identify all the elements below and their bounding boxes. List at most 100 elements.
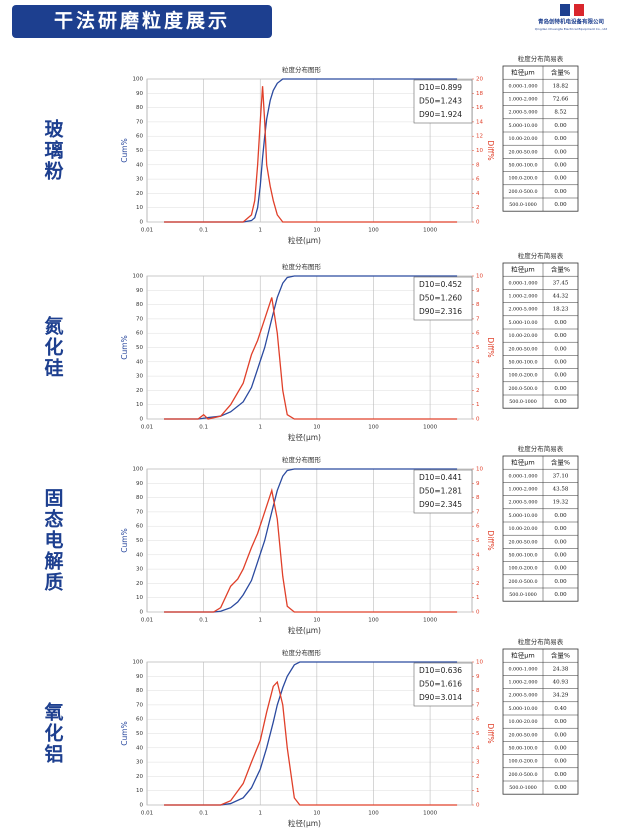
table-cell: 2.000-5.000	[508, 307, 537, 313]
material-label: 氮化硅	[42, 315, 64, 379]
table-cell: 2.000-5.000	[508, 110, 537, 116]
table-cell: 2.000-5.000	[508, 500, 537, 506]
table-cell: 19.32	[553, 500, 569, 506]
table-cell: 34.29	[553, 693, 569, 699]
table-cell: 0.00	[554, 136, 567, 142]
chart: 0102030405060708090100024681012141618200…	[120, 65, 495, 245]
y2-tick-label: 2	[476, 581, 480, 587]
logo-block	[560, 4, 570, 16]
table-cell: 10.00-20.00	[508, 136, 537, 142]
y2-tick-label: 7	[476, 316, 480, 322]
y-tick-label: 100	[133, 274, 144, 280]
table-cell: 18.82	[553, 83, 569, 89]
y2-tick-label: 10	[476, 274, 483, 280]
x-axis-label: 粒径(μm)	[288, 235, 321, 245]
d-value-box	[413, 276, 473, 321]
y-tick-label: 50	[136, 148, 143, 154]
y2-tick-label: 2	[476, 388, 480, 394]
material-label: 氧化铝	[42, 701, 64, 765]
y-tick-label: 90	[136, 674, 143, 680]
table-cell: 0.00	[554, 566, 567, 572]
table-border	[502, 455, 579, 602]
table-cell: 1.000-2.000	[508, 97, 537, 103]
table-header: 粒径μm	[511, 68, 534, 77]
table-cell: 0.40	[554, 706, 567, 712]
table-header: 粒径μm	[511, 651, 534, 660]
y2-tick-label: 9	[476, 481, 480, 487]
table-cell: 0.00	[554, 592, 567, 598]
material-label: 玻璃粉	[42, 118, 64, 182]
table-cell: 0.00	[554, 346, 567, 352]
x-tick-label: 0.01	[141, 228, 153, 234]
table-cell: 100.0-200.0	[508, 566, 537, 572]
y2-tick-label: 0	[476, 220, 480, 226]
material-label: 固态电解质	[42, 488, 64, 593]
table-cell: 40.93	[553, 680, 569, 686]
table-cell: 50.00-100.0	[508, 163, 537, 169]
company-name-en: Qingdao Chuangte Electrical Equipment Co…	[535, 27, 608, 31]
y2-tick-label: 5	[476, 731, 480, 737]
table-cell: 44.32	[553, 294, 569, 300]
material-name: 玻璃粉	[42, 118, 64, 182]
y2-tick-label: 4	[476, 552, 480, 558]
table-cell: 5.000-10.00	[508, 123, 537, 129]
y-axis-label: Cum%	[120, 138, 129, 162]
y2-axis-label: Diff%	[486, 530, 495, 550]
y2-tick-label: 5	[476, 345, 480, 351]
y-tick-label: 30	[136, 177, 143, 183]
y2-tick-label: 10	[476, 148, 483, 154]
y-tick-label: 80	[136, 688, 143, 694]
y2-tick-label: 4	[476, 745, 480, 751]
material-name: 固态电解质	[42, 488, 64, 593]
x-tick-label: 1000	[423, 425, 437, 431]
table-title: 粒度分布简易表	[518, 444, 564, 453]
y-tick-label: 60	[136, 134, 143, 140]
y-tick-label: 20	[136, 774, 143, 780]
table-cell: 20.00-50.00	[508, 732, 537, 738]
table-border	[502, 648, 579, 795]
table-cell: 20.00-50.00	[508, 149, 537, 155]
y-tick-label: 60	[136, 331, 143, 337]
d-value: D90=2.345	[419, 500, 462, 509]
table-header: 含量%	[551, 265, 570, 274]
y-tick-label: 30	[136, 760, 143, 766]
y2-tick-label: 2	[476, 205, 480, 211]
logo	[560, 4, 584, 16]
table-cell: 500.0-1000	[509, 202, 537, 208]
y-tick-label: 0	[140, 610, 144, 616]
table-cell: 50.00-100.0	[508, 360, 537, 366]
table-cell: 0.000-1.000	[508, 83, 537, 89]
table-cell: 1.000-2.000	[508, 294, 537, 300]
data-line	[164, 297, 458, 420]
y2-tick-label: 20	[476, 77, 483, 83]
table-cell: 100.0-200.0	[508, 176, 537, 182]
y2-axis-label: Diff%	[486, 723, 495, 743]
table-cell: 0.00	[554, 202, 567, 208]
y2-tick-label: 14	[476, 119, 483, 125]
d-value: D10=0.452	[419, 280, 462, 289]
table-cell: 10.00-20.00	[508, 526, 537, 532]
y-tick-label: 90	[136, 91, 143, 97]
d-value: D10=0.899	[419, 83, 462, 92]
data-line	[164, 468, 458, 613]
table-cell: 0.00	[554, 746, 567, 752]
d-value: D10=0.441	[419, 473, 462, 482]
y-tick-label: 10	[136, 595, 143, 601]
d-value: D90=1.924	[419, 110, 462, 119]
table-header: 粒径μm	[511, 265, 534, 274]
y-tick-label: 10	[136, 205, 143, 211]
table-cell: 8.52	[554, 110, 566, 116]
y2-tick-label: 7	[476, 509, 480, 515]
table-cell: 0.000-1.000	[508, 666, 537, 672]
table-cell: 0.00	[554, 360, 567, 366]
y-tick-label: 90	[136, 481, 143, 487]
table-cell: 0.00	[554, 526, 567, 532]
table-header: 含量%	[551, 458, 570, 467]
table-cell: 0.00	[554, 759, 567, 765]
y2-tick-label: 1	[476, 595, 480, 601]
y-tick-label: 90	[136, 288, 143, 294]
